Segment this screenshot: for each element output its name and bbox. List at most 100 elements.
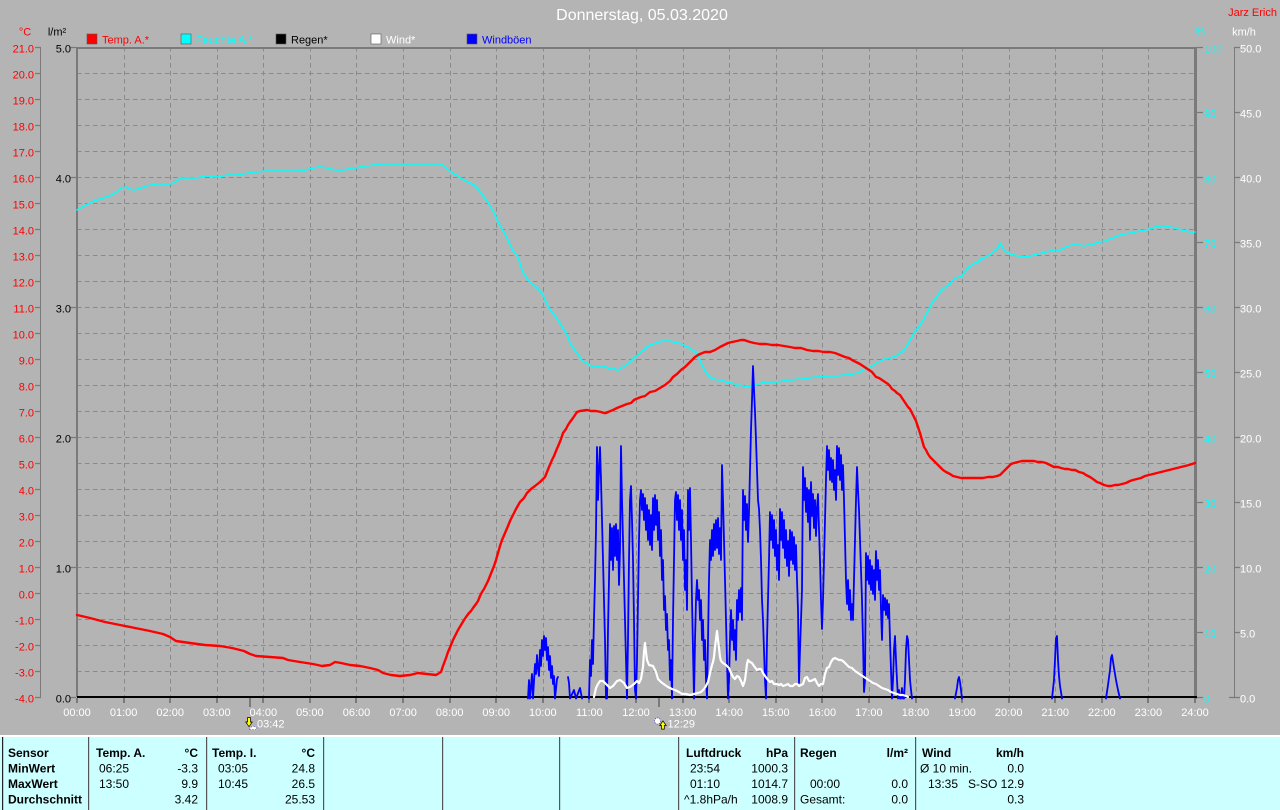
svg-text:17.0: 17.0 xyxy=(13,147,34,159)
svg-text:Regen*: Regen* xyxy=(291,34,328,46)
svg-text:22:00: 22:00 xyxy=(1088,707,1116,719)
svg-text:0: 0 xyxy=(1204,693,1210,705)
svg-text:Durchschnitt: Durchschnitt xyxy=(8,793,82,807)
svg-text:07:00: 07:00 xyxy=(389,707,417,719)
svg-text:00:00: 00:00 xyxy=(810,777,840,791)
svg-text:0.0: 0.0 xyxy=(56,693,71,705)
svg-text:18.0: 18.0 xyxy=(13,121,34,133)
svg-text:0.3: 0.3 xyxy=(1007,793,1024,807)
svg-text:-3.3: -3.3 xyxy=(177,762,198,776)
svg-text:20.0: 20.0 xyxy=(1240,433,1261,445)
svg-text:Jarz Erich: Jarz Erich xyxy=(1228,7,1277,19)
svg-text:15.0: 15.0 xyxy=(1240,498,1261,510)
svg-text:14:00: 14:00 xyxy=(715,707,743,719)
svg-text:10:45: 10:45 xyxy=(218,777,248,791)
svg-text:Ø 10 min.: Ø 10 min. xyxy=(920,762,972,776)
svg-text:3.0: 3.0 xyxy=(56,303,71,315)
svg-text:S-SO 12.9: S-SO 12.9 xyxy=(968,777,1024,791)
svg-text:24.8: 24.8 xyxy=(292,762,316,776)
svg-text:13:35: 13:35 xyxy=(928,777,958,791)
svg-text:12:00: 12:00 xyxy=(622,707,650,719)
svg-text:Temp. A.: Temp. A. xyxy=(96,746,145,760)
svg-text:30: 30 xyxy=(1204,498,1216,510)
svg-text:3.42: 3.42 xyxy=(175,793,199,807)
svg-text:7.0: 7.0 xyxy=(19,407,34,419)
svg-text:01:10: 01:10 xyxy=(690,777,720,791)
svg-text:45.0: 45.0 xyxy=(1240,108,1261,120)
svg-text:1008.9: 1008.9 xyxy=(751,793,788,807)
svg-text:Sensor: Sensor xyxy=(8,746,49,760)
svg-text:11:00: 11:00 xyxy=(576,707,603,719)
svg-text:hPa: hPa xyxy=(766,746,788,760)
svg-text:-1.0: -1.0 xyxy=(15,615,34,627)
svg-text:%: % xyxy=(1195,26,1205,38)
svg-text:5.0: 5.0 xyxy=(56,43,71,55)
svg-text:08:00: 08:00 xyxy=(436,707,464,719)
svg-text:0.0: 0.0 xyxy=(19,589,34,601)
svg-text:06:25: 06:25 xyxy=(99,762,129,776)
svg-text:l/m²: l/m² xyxy=(48,26,67,38)
svg-text:MinWert: MinWert xyxy=(8,762,55,776)
svg-text:17:00: 17:00 xyxy=(855,707,883,719)
svg-text:Temp. I.: Temp. I. xyxy=(212,746,256,760)
svg-text:10: 10 xyxy=(1204,628,1216,640)
svg-text:03:42: 03:42 xyxy=(257,718,285,730)
svg-text:0.0: 0.0 xyxy=(1007,762,1024,776)
svg-text:Windböen: Windböen xyxy=(482,34,532,46)
svg-text:18:00: 18:00 xyxy=(902,707,930,719)
svg-text:21:00: 21:00 xyxy=(1041,707,1069,719)
svg-text:6.0: 6.0 xyxy=(19,433,34,445)
svg-text:km/h: km/h xyxy=(996,746,1024,760)
svg-text:l/m²: l/m² xyxy=(887,746,908,760)
svg-text:03:00: 03:00 xyxy=(203,707,231,719)
svg-text:70: 70 xyxy=(1204,238,1216,250)
svg-text:10.0: 10.0 xyxy=(1240,563,1261,575)
svg-text:3.0: 3.0 xyxy=(19,511,34,523)
svg-text:13:00: 13:00 xyxy=(669,707,697,719)
svg-text:5.0: 5.0 xyxy=(1240,628,1255,640)
svg-text:1000.3: 1000.3 xyxy=(751,762,788,776)
svg-text:4.0: 4.0 xyxy=(19,485,34,497)
svg-text:2.0: 2.0 xyxy=(19,537,34,549)
svg-text:Regen: Regen xyxy=(800,746,837,760)
svg-text:26.5: 26.5 xyxy=(292,777,316,791)
svg-text:1014.7: 1014.7 xyxy=(751,777,788,791)
svg-text:Donnerstag, 05.03.2020: Donnerstag, 05.03.2020 xyxy=(556,7,728,24)
svg-text:05:00: 05:00 xyxy=(296,707,324,719)
svg-text:10.0: 10.0 xyxy=(13,329,34,341)
svg-text:23:54: 23:54 xyxy=(690,762,720,776)
svg-text:Temp. A.*: Temp. A.* xyxy=(102,34,150,46)
svg-text:09:00: 09:00 xyxy=(482,707,510,719)
svg-text:25.0: 25.0 xyxy=(1240,368,1261,380)
svg-text:19:00: 19:00 xyxy=(948,707,976,719)
svg-text:Wind: Wind xyxy=(922,746,951,760)
svg-text:50: 50 xyxy=(1204,368,1216,380)
svg-text:Luftdruck: Luftdruck xyxy=(686,746,742,760)
svg-text:20:00: 20:00 xyxy=(995,707,1023,719)
svg-text:1.0: 1.0 xyxy=(19,563,34,575)
svg-text:21.0: 21.0 xyxy=(13,43,34,55)
svg-text:13:50: 13:50 xyxy=(99,777,129,791)
svg-text:1.0: 1.0 xyxy=(56,563,71,575)
svg-text:04:00: 04:00 xyxy=(250,707,278,719)
svg-text:Wind*: Wind* xyxy=(386,34,416,46)
svg-text:MaxWert: MaxWert xyxy=(8,777,58,791)
svg-text:02:00: 02:00 xyxy=(156,707,184,719)
svg-text:40.0: 40.0 xyxy=(1240,173,1261,185)
svg-text:25.53: 25.53 xyxy=(285,793,315,807)
svg-text:23:00: 23:00 xyxy=(1135,707,1163,719)
svg-text:^1.8hPa/h: ^1.8hPa/h xyxy=(684,793,738,807)
svg-text:5.0: 5.0 xyxy=(19,459,34,471)
svg-text:14.0: 14.0 xyxy=(13,225,34,237)
svg-text:9.0: 9.0 xyxy=(19,355,34,367)
svg-text:-3.0: -3.0 xyxy=(15,667,34,679)
svg-text:-4.0: -4.0 xyxy=(15,693,34,705)
svg-text:-2.0: -2.0 xyxy=(15,641,34,653)
svg-text:24:00: 24:00 xyxy=(1181,707,1209,719)
svg-text:0.0: 0.0 xyxy=(891,777,908,791)
svg-text:12.0: 12.0 xyxy=(13,277,34,289)
svg-text:01:00: 01:00 xyxy=(110,707,138,719)
svg-text:40: 40 xyxy=(1204,433,1216,445)
svg-text:20: 20 xyxy=(1204,563,1216,575)
svg-text:90: 90 xyxy=(1204,108,1216,120)
